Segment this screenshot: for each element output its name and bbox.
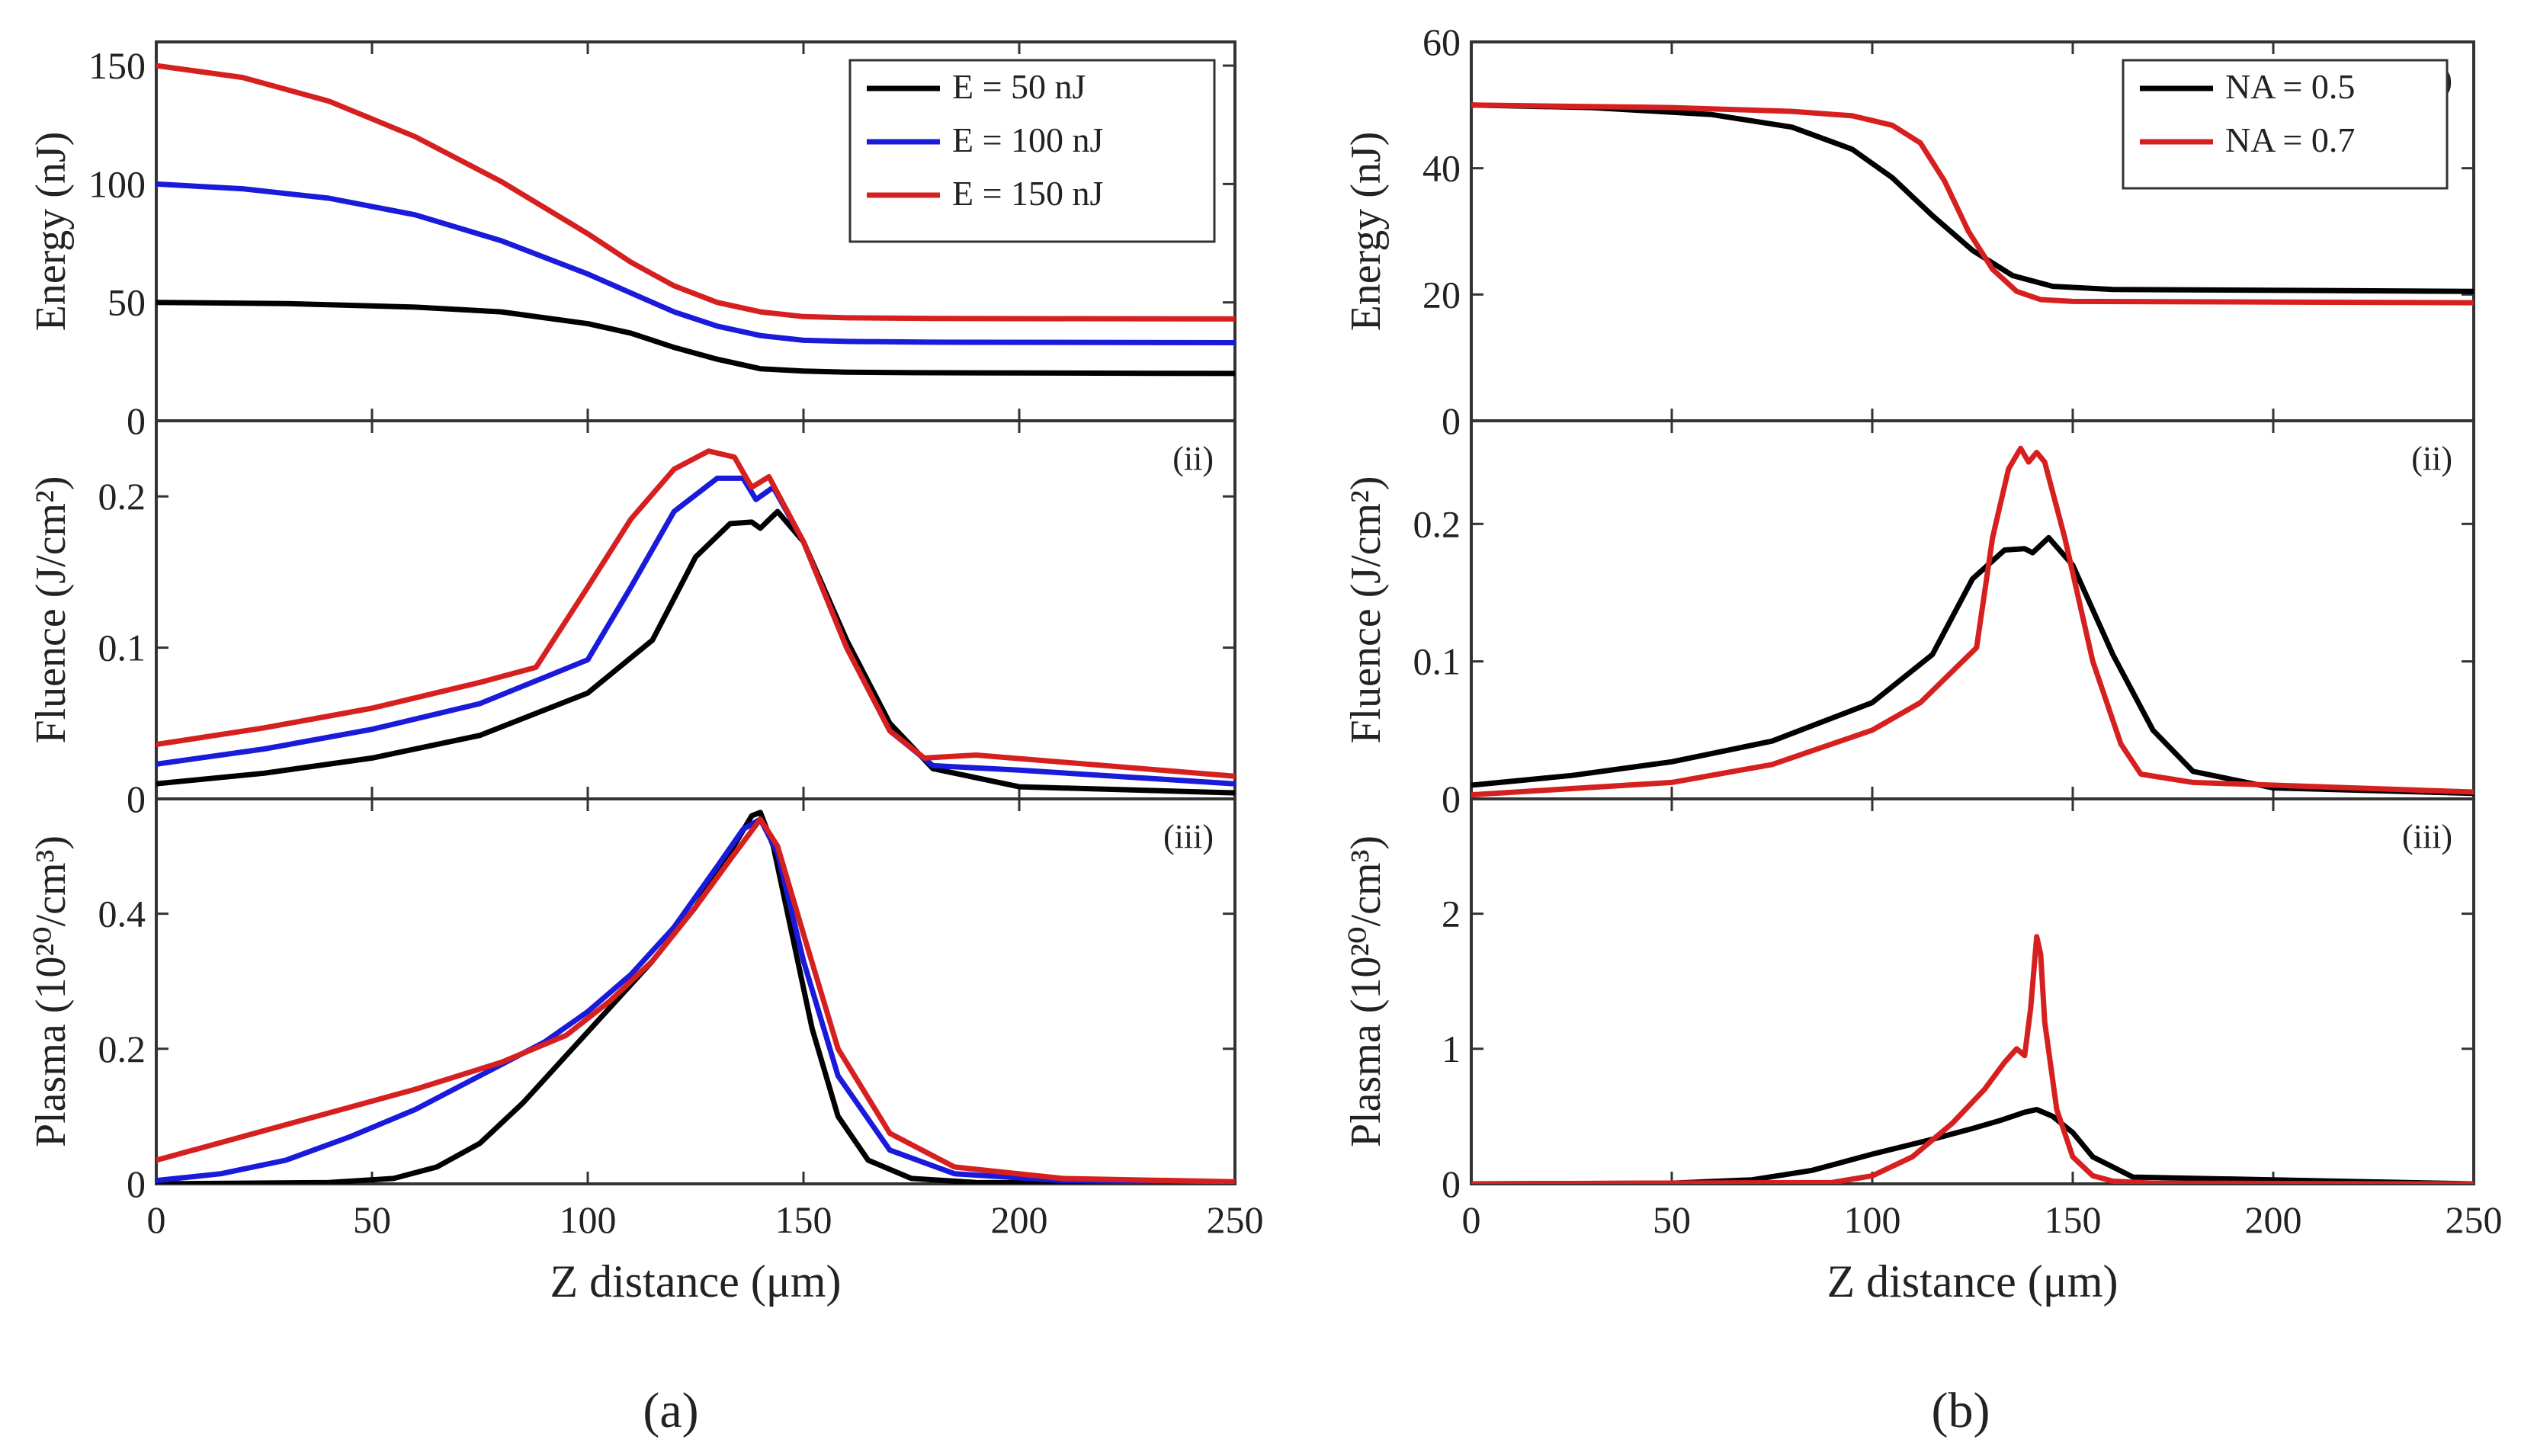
y-tick-label: 0.2 — [98, 1028, 146, 1070]
axes-frame — [155, 419, 1236, 800]
series-line-e-100-nj — [156, 181, 1235, 345]
caption-a: (a) — [643, 1383, 698, 1438]
x-tick-label: 100 — [1844, 1198, 1901, 1241]
axes-frame — [1470, 419, 2475, 800]
y-tick-label: 100 — [88, 162, 146, 205]
y-axis-label: Fluence (J/cm²) — [1342, 476, 1390, 743]
y-tick-label: 0 — [1442, 778, 1461, 820]
legend-box — [2122, 59, 2449, 190]
y-tick-label: 0 — [127, 1163, 146, 1205]
y-axis-label: Energy (nJ) — [1342, 132, 1390, 332]
series-line-e-50-nj — [156, 300, 1235, 377]
x-tick-label: 150 — [2045, 1198, 2102, 1241]
panel-label: (iii) — [1163, 818, 1214, 855]
series-line-na-0-7 — [1471, 102, 2474, 306]
axes-frame — [1470, 797, 2475, 1185]
y-tick-label: 150 — [88, 44, 146, 87]
series-line-e-50-nj — [156, 810, 1235, 1184]
legend: E = 50 nJ E = 100 nJ E = 150 nJ — [848, 59, 1216, 243]
x-tick-label: 50 — [353, 1198, 391, 1241]
legend-label: NA = 0.5 — [2225, 67, 2355, 106]
panel-label: (ii) — [1172, 440, 1214, 477]
panel-label: (ii) — [2411, 440, 2452, 477]
y-tick-label: 60 — [1422, 21, 1461, 63]
y-tick-label: 0 — [1442, 1163, 1461, 1205]
y-tick-label: 0 — [127, 399, 146, 442]
axes-frame — [155, 797, 1236, 1185]
series-line-na-0-5 — [1471, 102, 2474, 294]
series-line-e-100-nj — [156, 475, 1235, 787]
y-tick-label: 50 — [107, 281, 146, 324]
series-line-na-0-7 — [1471, 445, 2474, 798]
x-tick-label: 0 — [147, 1198, 166, 1241]
x-tick-label: 200 — [2245, 1198, 2302, 1241]
series-line-e-150-nj — [156, 816, 1235, 1184]
legend-label: NA = 0.7 — [2225, 120, 2355, 159]
y-tick-label: 0.1 — [98, 627, 146, 669]
y-tick-label: 1 — [1442, 1028, 1461, 1070]
x-axis-label: Z distance (μm) — [550, 1256, 841, 1307]
x-tick-label: 50 — [1653, 1198, 1691, 1241]
series-line-na-0-7 — [1471, 934, 2474, 1184]
x-tick-label: 0 — [1462, 1198, 1481, 1241]
x-axis-label: Z distance (μm) — [1827, 1256, 2118, 1307]
series-line-e-50-nj — [156, 508, 1235, 796]
chart-a-iii: 0 50 100 150 200 250 Z distance (μm) 0 0.2 0.4 Pla… — [27, 797, 1264, 1307]
y-tick-label: 0 — [1442, 399, 1461, 442]
y-axis-label: Plasma (10²⁰/cm³) — [1342, 835, 1390, 1147]
y-tick-label: 0.1 — [1413, 640, 1461, 683]
legend-label: E = 100 nJ — [952, 120, 1103, 159]
y-axis-label: Energy (nJ) — [27, 132, 75, 332]
series-line-na-0-5 — [1471, 534, 2474, 797]
series-line-na-0-5 — [1471, 1107, 2474, 1184]
series-line-e-150-nj — [156, 448, 1235, 779]
legend-label: E = 50 nJ — [952, 67, 1086, 106]
y-tick-label: 0.4 — [98, 893, 146, 935]
y-tick-label: 20 — [1422, 273, 1461, 316]
y-axis-label: Plasma (10²⁰/cm³) — [27, 835, 75, 1147]
x-tick-label: 150 — [775, 1198, 832, 1241]
legend: NA = 0.5 NA = 0.7 — [2122, 59, 2449, 190]
chart-b-iii: 0 50 100 150 200 250 Z distance (μm) 0 1 2 Plasma … — [1342, 797, 2503, 1307]
x-tick-label: 250 — [2446, 1198, 2503, 1241]
caption-b: (b) — [1932, 1383, 1990, 1438]
y-axis-label: Fluence (J/cm²) — [27, 476, 75, 743]
y-tick-label: 2 — [1442, 893, 1461, 935]
legend-label: E = 150 nJ — [952, 174, 1103, 213]
y-tick-label: 0.2 — [98, 475, 146, 518]
series-line-e-100-nj — [156, 816, 1235, 1184]
y-tick-label: 0 — [127, 778, 146, 820]
y-tick-label: 0.2 — [1413, 502, 1461, 545]
x-tick-label: 250 — [1207, 1198, 1264, 1241]
chart-b-ii: 0 0.1 0.2 Fluence (J/cm²) (ii) — [1342, 419, 2475, 820]
y-tick-label: 40 — [1422, 147, 1461, 190]
chart-a-ii: 0 0.1 0.2 Fluence (J/cm²) (ii) — [27, 419, 1236, 820]
x-tick-label: 100 — [560, 1198, 617, 1241]
series-line-e-150-nj — [156, 63, 1235, 322]
panel-label: (iii) — [2402, 818, 2452, 855]
x-tick-label: 200 — [991, 1198, 1048, 1241]
